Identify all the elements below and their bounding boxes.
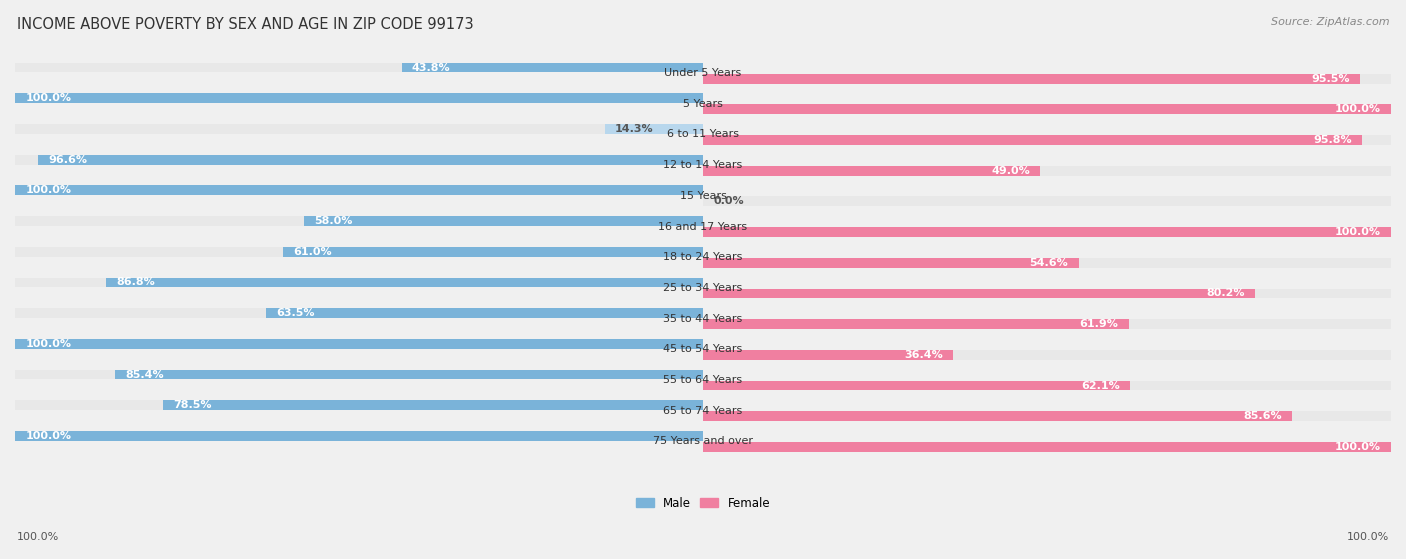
Bar (703, 350, 953, 360)
Text: 43.8%: 43.8% (412, 63, 450, 73)
Bar (703, 319, 1129, 329)
Bar (15, 93, 703, 103)
Bar (703, 74, 1391, 83)
Bar (402, 63, 703, 73)
Bar (15, 431, 703, 441)
Bar (15, 339, 703, 349)
Bar (15, 277, 703, 287)
Text: 80.2%: 80.2% (1206, 288, 1244, 299)
Bar (703, 135, 1362, 145)
Text: 14.3%: 14.3% (614, 124, 654, 134)
Text: 100.0%: 100.0% (1334, 105, 1381, 115)
Text: 100.0%: 100.0% (1334, 442, 1381, 452)
Bar (15, 369, 703, 380)
Bar (15, 186, 703, 195)
Text: 12 to 14 Years: 12 to 14 Years (664, 160, 742, 170)
Text: 100.0%: 100.0% (17, 532, 59, 542)
Bar (703, 166, 1391, 176)
Text: 35 to 44 Years: 35 to 44 Years (664, 314, 742, 324)
Text: 96.6%: 96.6% (49, 155, 87, 165)
Text: 18 to 24 Years: 18 to 24 Years (664, 252, 742, 262)
Text: 100.0%: 100.0% (1347, 532, 1389, 542)
Bar (703, 227, 1391, 237)
Legend: Male, Female: Male, Female (631, 492, 775, 514)
Text: 25 to 34 Years: 25 to 34 Years (664, 283, 742, 293)
Bar (15, 308, 703, 318)
Bar (605, 124, 703, 134)
Bar (703, 288, 1254, 299)
Bar (266, 308, 703, 318)
Bar (15, 186, 703, 195)
Text: 75 Years and over: 75 Years and over (652, 437, 754, 447)
Bar (105, 277, 703, 287)
Text: 100.0%: 100.0% (1334, 227, 1381, 237)
Bar (284, 247, 703, 257)
Bar (703, 442, 1391, 452)
Bar (15, 400, 703, 410)
Bar (703, 105, 1391, 114)
Bar (703, 381, 1130, 391)
Text: 85.6%: 85.6% (1243, 411, 1282, 421)
Bar (703, 411, 1292, 421)
Text: 86.8%: 86.8% (117, 277, 155, 287)
Text: 6 to 11 Years: 6 to 11 Years (666, 130, 740, 140)
Text: 15 Years: 15 Years (679, 191, 727, 201)
Text: 85.4%: 85.4% (125, 369, 165, 380)
Bar (703, 442, 1391, 452)
Bar (304, 216, 703, 226)
Bar (38, 155, 703, 164)
Bar (703, 258, 1391, 268)
Bar (163, 400, 703, 410)
Bar (15, 339, 703, 349)
Text: 5 Years: 5 Years (683, 99, 723, 109)
Bar (703, 411, 1391, 421)
Bar (703, 227, 1391, 237)
Bar (703, 381, 1391, 391)
Text: 16 and 17 Years: 16 and 17 Years (658, 221, 748, 231)
Text: 61.9%: 61.9% (1080, 319, 1119, 329)
Bar (703, 135, 1391, 145)
Text: 55 to 64 Years: 55 to 64 Years (664, 375, 742, 385)
Text: Under 5 Years: Under 5 Years (665, 68, 741, 78)
Text: 100.0%: 100.0% (25, 186, 72, 195)
Bar (703, 288, 1391, 299)
Bar (115, 369, 703, 380)
Text: INCOME ABOVE POVERTY BY SEX AND AGE IN ZIP CODE 99173: INCOME ABOVE POVERTY BY SEX AND AGE IN Z… (17, 17, 474, 32)
Text: 95.5%: 95.5% (1312, 74, 1350, 84)
Bar (703, 197, 1391, 206)
Bar (703, 319, 1391, 329)
Text: 65 to 74 Years: 65 to 74 Years (664, 406, 742, 416)
Bar (15, 216, 703, 226)
Bar (15, 247, 703, 257)
Bar (703, 105, 1391, 114)
Text: 100.0%: 100.0% (25, 431, 72, 441)
Text: 58.0%: 58.0% (315, 216, 353, 226)
Text: 95.8%: 95.8% (1313, 135, 1351, 145)
Text: 36.4%: 36.4% (904, 350, 943, 360)
Text: 78.5%: 78.5% (173, 400, 212, 410)
Bar (703, 74, 1360, 83)
Text: 61.0%: 61.0% (294, 247, 332, 257)
Text: 100.0%: 100.0% (25, 339, 72, 349)
Bar (703, 166, 1040, 176)
Text: 0.0%: 0.0% (713, 196, 744, 206)
Text: Source: ZipAtlas.com: Source: ZipAtlas.com (1271, 17, 1389, 27)
Text: 49.0%: 49.0% (991, 165, 1029, 176)
Bar (703, 258, 1078, 268)
Text: 45 to 54 Years: 45 to 54 Years (664, 344, 742, 354)
Bar (15, 93, 703, 103)
Bar (15, 63, 703, 73)
Text: 100.0%: 100.0% (25, 93, 72, 103)
Text: 62.1%: 62.1% (1081, 381, 1121, 391)
Bar (703, 350, 1391, 360)
Bar (15, 155, 703, 164)
Text: 54.6%: 54.6% (1029, 258, 1069, 268)
Bar (15, 124, 703, 134)
Bar (15, 431, 703, 441)
Text: 63.5%: 63.5% (277, 308, 315, 318)
